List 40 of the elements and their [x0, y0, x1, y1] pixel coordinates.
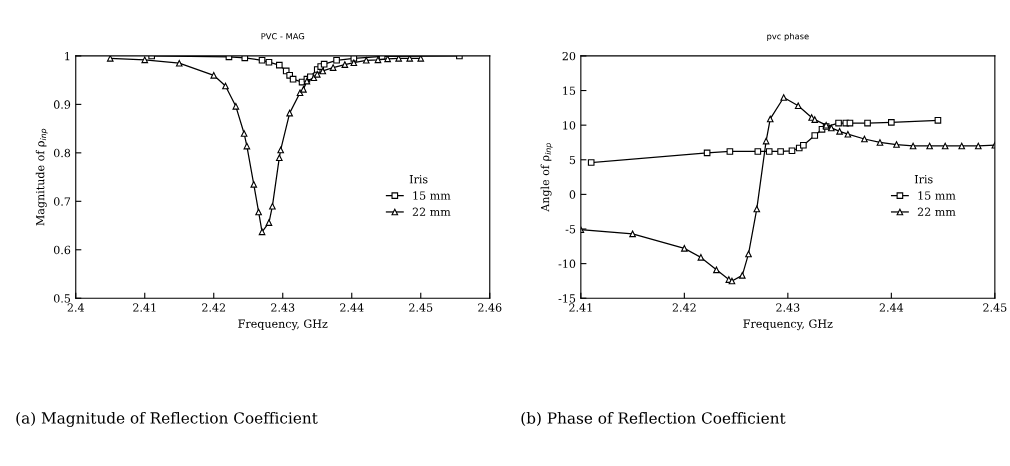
x-tick-label: 2.44 — [340, 303, 364, 312]
y-tick-label: 15 — [563, 86, 576, 95]
legend-label: 15 mm — [413, 191, 451, 200]
x-tick-label: 2.46 — [478, 303, 502, 312]
chart-title: PVC - MAG — [261, 33, 305, 40]
x-axis-title: Frequency, GHz — [238, 319, 328, 331]
legend-label: 22 mm — [412, 207, 451, 216]
y-tick-label: 0.8 — [53, 148, 71, 158]
x-tick-label: 2.44 — [879, 303, 904, 312]
legend-label: 15 mm — [918, 191, 956, 200]
y-axis-title: Magnitude of ρ$_{inp}$ — [35, 128, 48, 226]
x-axis-title: Frequency, GHz — [743, 319, 833, 331]
y-axis-title: Angle of ρ$_{inp}$ — [540, 143, 553, 212]
legend-label: 22 mm — [917, 207, 956, 216]
chart-title: pvc phase — [767, 32, 809, 41]
x-tick-label: 2.45 — [409, 303, 433, 312]
x-tick-label: 2.45 — [983, 303, 1007, 312]
legend-title: Iris — [409, 175, 428, 184]
y-tick-label: -10 — [558, 259, 576, 268]
y-tick-label: 5 — [569, 155, 576, 165]
x-tick-label: 2.4 — [67, 303, 85, 312]
x-tick-label: 2.42 — [672, 303, 696, 312]
y-tick-label: 0.5 — [53, 294, 71, 303]
legend-title: Iris — [914, 175, 933, 184]
x-tick-label: 2.41 — [569, 303, 592, 312]
y-tick-label: 0 — [569, 190, 576, 199]
text: (a) Magnitude of Reflection Coefficient — [16, 411, 318, 427]
y-tick-label: 0.9 — [53, 100, 71, 109]
x-tick-label: 2.41 — [133, 303, 156, 312]
text: (b) Phase of Reflection Coefficient — [521, 412, 786, 426]
y-tick-label: 10 — [563, 121, 576, 130]
y-tick-label: -5 — [565, 225, 576, 234]
x-tick-label: 2.43 — [776, 303, 800, 312]
y-tick-label: 1 — [65, 51, 70, 61]
x-tick-label: 2.43 — [271, 303, 295, 312]
y-tick-label: 20 — [562, 51, 576, 61]
y-tick-label: 0.7 — [53, 197, 71, 206]
y-tick-label: 0.6 — [53, 245, 71, 255]
x-tick-label: 2.42 — [202, 303, 226, 312]
y-tick-label: -15 — [558, 294, 576, 303]
